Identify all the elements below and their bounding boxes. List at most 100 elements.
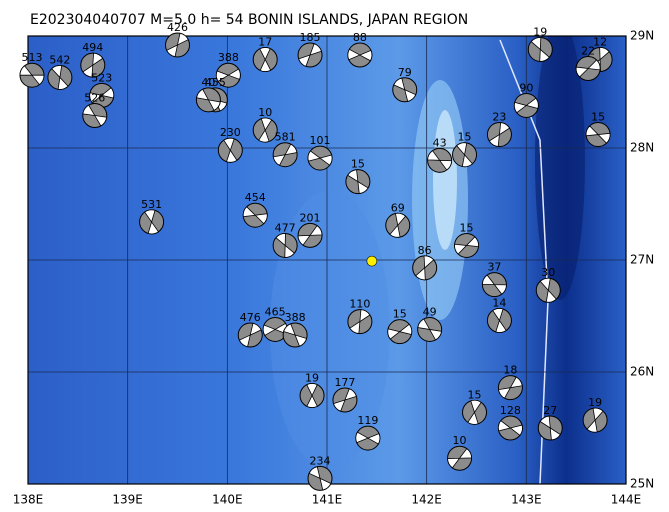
- ball-dilatation: [417, 318, 442, 341]
- ball-dilatation: [389, 212, 407, 238]
- depth-label: 86: [418, 244, 432, 257]
- depth-label: 19: [533, 25, 547, 38]
- focal-mechanism: [195, 87, 221, 113]
- depth-label: 88: [353, 31, 367, 44]
- depth-label: 17: [258, 36, 272, 49]
- focal-mechanism: [272, 232, 298, 258]
- ball-dilatation: [259, 47, 272, 72]
- ball-dilatation: [498, 376, 523, 399]
- ball-dilatation: [166, 32, 189, 58]
- focal-mechanism: [412, 255, 438, 281]
- ball-dilatation: [530, 37, 550, 62]
- focal-mechanism: [497, 375, 523, 401]
- depth-label: 119: [357, 414, 378, 427]
- depth-label: 185: [300, 31, 321, 44]
- depth-label: 23: [492, 111, 506, 124]
- ball-dilatation: [393, 77, 417, 102]
- depth-label: 79: [398, 66, 412, 79]
- depth-label: 230: [220, 126, 241, 139]
- ball-dilatation: [275, 233, 295, 258]
- lon-tick-label: 139E: [112, 493, 143, 507]
- focal-mechanism: [575, 55, 601, 81]
- ball-dilatation: [482, 274, 507, 295]
- focal-mechanism: [392, 77, 418, 103]
- focal-mechanism: [307, 145, 333, 171]
- ball-dilatation: [308, 466, 332, 491]
- ball-dilatation: [427, 150, 453, 171]
- focal-mechanism: [387, 319, 413, 345]
- focal-mechanism: [582, 407, 608, 433]
- focal-mechanism: [447, 445, 473, 471]
- depth-label: 30: [541, 266, 555, 279]
- depth-label: 12: [593, 36, 607, 49]
- focal-mechanism: [535, 277, 561, 303]
- ball-dilatation: [82, 104, 108, 127]
- ball-dilatation: [19, 65, 45, 86]
- lon-tick-label: 142E: [411, 493, 442, 507]
- ball-dilatation: [415, 255, 435, 281]
- depth-label: 128: [500, 404, 521, 417]
- depth-label: 201: [300, 211, 321, 224]
- ball-dilatation: [585, 125, 611, 144]
- depth-label: 477: [275, 221, 296, 234]
- focal-mechanism: [481, 272, 507, 298]
- ball-dilatation: [258, 117, 273, 143]
- ball-dilatation: [347, 48, 373, 62]
- depth-label: 10: [453, 434, 467, 447]
- focal-mechanism: [385, 212, 411, 238]
- ball-dilatation: [242, 206, 268, 225]
- depth-label: 18: [503, 364, 517, 377]
- focal-mechanism: [417, 316, 443, 342]
- ball-dilatation: [539, 277, 557, 303]
- depth-label: 40: [201, 76, 215, 89]
- depth-label: 19: [305, 372, 319, 385]
- depth-label: 14: [492, 296, 506, 309]
- focal-mechanism: [427, 147, 453, 173]
- focal-mechanism: [347, 309, 373, 335]
- depth-label: 513: [21, 51, 42, 64]
- depth-label: 69: [391, 201, 405, 214]
- focal-mechanism: [297, 222, 323, 248]
- focal-mechanism: [299, 383, 325, 409]
- ball-dilatation: [467, 399, 482, 425]
- lon-tick-label: 140E: [212, 493, 243, 507]
- focal-mechanism: [242, 202, 268, 228]
- focal-mechanism: [217, 137, 243, 163]
- ball-dilatation: [283, 323, 308, 347]
- ball-dilatation: [355, 431, 381, 445]
- depth-label: 15: [393, 308, 407, 321]
- depth-label: 454: [245, 191, 266, 204]
- lat-tick-label: 29N: [630, 29, 654, 43]
- depth-label: 531: [141, 198, 162, 211]
- ball-dilatation: [144, 209, 160, 235]
- depth-label: 10: [258, 106, 272, 119]
- ball-dilatation: [215, 68, 241, 82]
- depth-label: 15: [458, 131, 472, 144]
- lat-tick-label: 28N: [630, 141, 654, 155]
- depth-label: 15: [591, 111, 605, 124]
- ball-dilatation: [488, 122, 511, 147]
- ball-dilatation: [298, 43, 322, 67]
- focal-mechanism: [252, 117, 278, 143]
- focal-mechanism: [486, 122, 512, 148]
- focal-mechanism: [355, 425, 381, 451]
- depth-label: 90: [519, 81, 533, 94]
- focal-mechanism: [462, 399, 488, 425]
- depth-label: 15: [351, 158, 365, 171]
- ball-dilatation: [347, 169, 369, 194]
- focal-mechanism: [262, 316, 288, 342]
- focal-mechanism: [513, 92, 539, 118]
- focal-mechanism: [252, 47, 278, 73]
- focal-mechanism: [165, 32, 190, 58]
- ball-dilatation: [447, 448, 472, 469]
- focal-mechanism: [527, 36, 553, 62]
- focal-mechanism: [272, 142, 298, 168]
- focal-mechanism: [332, 387, 358, 413]
- ball-dilatation: [332, 388, 357, 412]
- focal-mechanism: [307, 465, 333, 491]
- focal-mechanism: [237, 322, 263, 348]
- depth-label: 110: [349, 298, 370, 311]
- lon-tick-label: 143E: [511, 493, 542, 507]
